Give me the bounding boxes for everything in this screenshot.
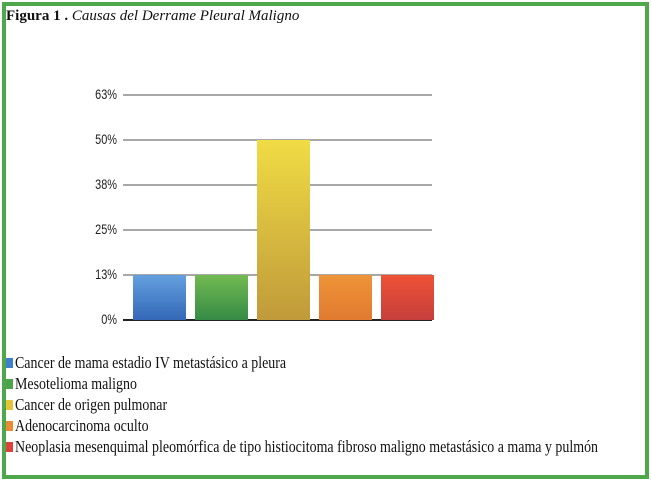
bar <box>133 275 186 320</box>
figure-title: Causas del Derrame Pleural Maligno <box>71 8 300 24</box>
bar <box>195 275 248 320</box>
legend-label: Cancer de origen pulmonar <box>15 395 168 414</box>
y-tick-label: 0% <box>101 311 117 327</box>
y-tick-label: 25% <box>95 221 117 237</box>
gridline <box>123 94 432 96</box>
legend-swatch-icon <box>6 358 13 369</box>
legend-swatch-icon <box>6 421 13 432</box>
bar <box>319 275 372 320</box>
y-tick-label: 13% <box>95 266 117 282</box>
legend-label: Mesotelioma maligno <box>15 374 137 393</box>
chart-legend: Cancer de mama estadio IV metastásico a … <box>6 352 651 457</box>
legend-label: Cancer de mama estadio IV metastásico a … <box>15 353 287 372</box>
legend-swatch-icon <box>6 379 13 390</box>
legend-item: Adenocarcinoma oculto <box>6 415 651 436</box>
legend-label: Neoplasia mesenquimal pleomórfica de tip… <box>15 437 599 456</box>
y-tick-label: 38% <box>95 176 117 192</box>
x-axis-line <box>123 319 432 321</box>
figure-caption: Figura 1 . Causas del Derrame Pleural Ma… <box>6 8 299 25</box>
legend-swatch-icon <box>6 442 13 453</box>
y-tick-label: 50% <box>95 131 117 147</box>
legend-item: Mesotelioma maligno <box>6 373 651 394</box>
legend-item: Cancer de origen pulmonar <box>6 394 651 415</box>
legend-item: Cancer de mama estadio IV metastásico a … <box>6 352 651 373</box>
legend-item: Neoplasia mesenquimal pleomórfica de tip… <box>6 436 651 457</box>
bar <box>381 275 434 320</box>
bar <box>257 140 310 320</box>
figure-label: Figura 1 . <box>6 8 69 24</box>
legend-label: Adenocarcinoma oculto <box>15 416 149 435</box>
y-tick-label: 63% <box>95 86 117 102</box>
legend-swatch-icon <box>6 400 13 411</box>
